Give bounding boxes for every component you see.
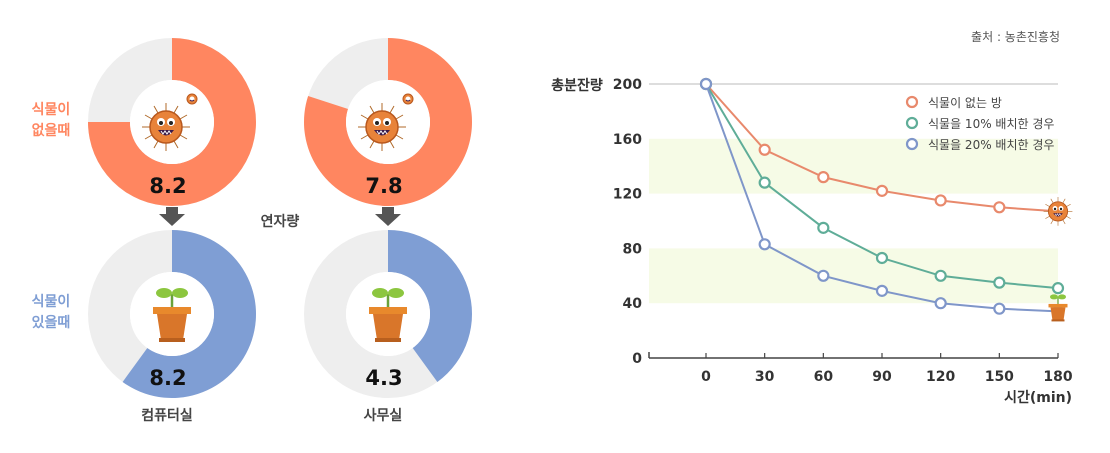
x-axis-label: 시간(min): [1004, 389, 1072, 406]
legend-marker: [905, 95, 919, 109]
donut-value-label: 7.8: [365, 174, 402, 198]
row-label-line: 없을때: [32, 123, 71, 139]
row-label-line: 식물이: [32, 293, 71, 310]
legend-label: 식물을 20% 배치한 경우: [928, 138, 1054, 152]
data-point: [758, 238, 771, 251]
x-tick-label: 30: [755, 369, 775, 385]
highlight-band-0: [649, 248, 1058, 304]
donut-1-without_plant: 7.8: [304, 38, 473, 206]
plant-icon: [1047, 293, 1069, 323]
legend-label: 식물을 10% 배치한 경우: [928, 117, 1054, 131]
data-point: [817, 171, 830, 184]
x-tick-label: 0: [701, 369, 711, 385]
x-tick-label: 60: [814, 369, 834, 385]
small-germ-icon: [186, 93, 198, 105]
data-point: [875, 251, 889, 265]
x-tick-label: 90: [872, 369, 892, 385]
donut-slice: [88, 38, 256, 206]
x-tick-label: 150: [985, 369, 1014, 385]
legend-marker: [905, 137, 919, 151]
x-tick-label: 180: [1043, 369, 1072, 385]
donut-value-label: 4.3: [365, 366, 402, 390]
donut-slice: [388, 230, 472, 382]
x-tick-label: 120: [926, 369, 955, 385]
data-point: [817, 221, 830, 234]
center-label: 연자량: [261, 214, 300, 230]
data-point: [758, 143, 771, 156]
data-point: [934, 297, 947, 310]
small-germ-icon: [402, 93, 414, 105]
column-label: 사무실: [364, 408, 403, 424]
data-point: [934, 269, 947, 282]
germ-icon: [1043, 196, 1073, 227]
y-tick-label: 80: [623, 241, 643, 257]
column-label: 컴퓨터실: [141, 408, 193, 424]
data-point: [1051, 282, 1065, 295]
y-axis-label: 총분잔량: [551, 77, 603, 94]
data-point: [699, 77, 713, 91]
down-arrow-icon: [375, 207, 401, 226]
legend-label: 식물이 없는 방: [928, 96, 1002, 110]
y-tick-label: 40: [623, 296, 643, 312]
donut-value-label: 8.2: [149, 366, 186, 390]
data-point: [817, 269, 830, 282]
data-point: [875, 184, 889, 197]
data-point: [993, 302, 1006, 315]
legend-marker: [905, 116, 919, 130]
donut-slice: [304, 38, 473, 206]
source-note: 출처 : 농촌진흥청: [971, 30, 1060, 44]
donut-1-with_plant: 4.3: [304, 230, 472, 398]
row-label-line: 있을때: [32, 315, 71, 331]
row-label-line: 식물이: [32, 101, 71, 118]
data-point: [993, 276, 1006, 289]
series-1: 식물을 10% 배치한 경우: [699, 77, 1065, 295]
down-arrow-icon: [159, 207, 185, 226]
donut-0-with_plant: 8.2: [88, 230, 256, 399]
data-point: [758, 176, 771, 189]
y-tick-label: 160: [613, 132, 642, 148]
donut-slice: [122, 230, 256, 399]
data-point: [934, 194, 947, 207]
y-tick-label: 200: [613, 77, 642, 93]
donut-value-label: 8.2: [149, 174, 186, 198]
data-point: [993, 201, 1006, 214]
y-tick-label: 0: [632, 351, 642, 367]
y-tick-label: 120: [613, 187, 642, 203]
data-point: [875, 284, 889, 297]
donut-0-without_plant: 8.2: [88, 38, 256, 206]
